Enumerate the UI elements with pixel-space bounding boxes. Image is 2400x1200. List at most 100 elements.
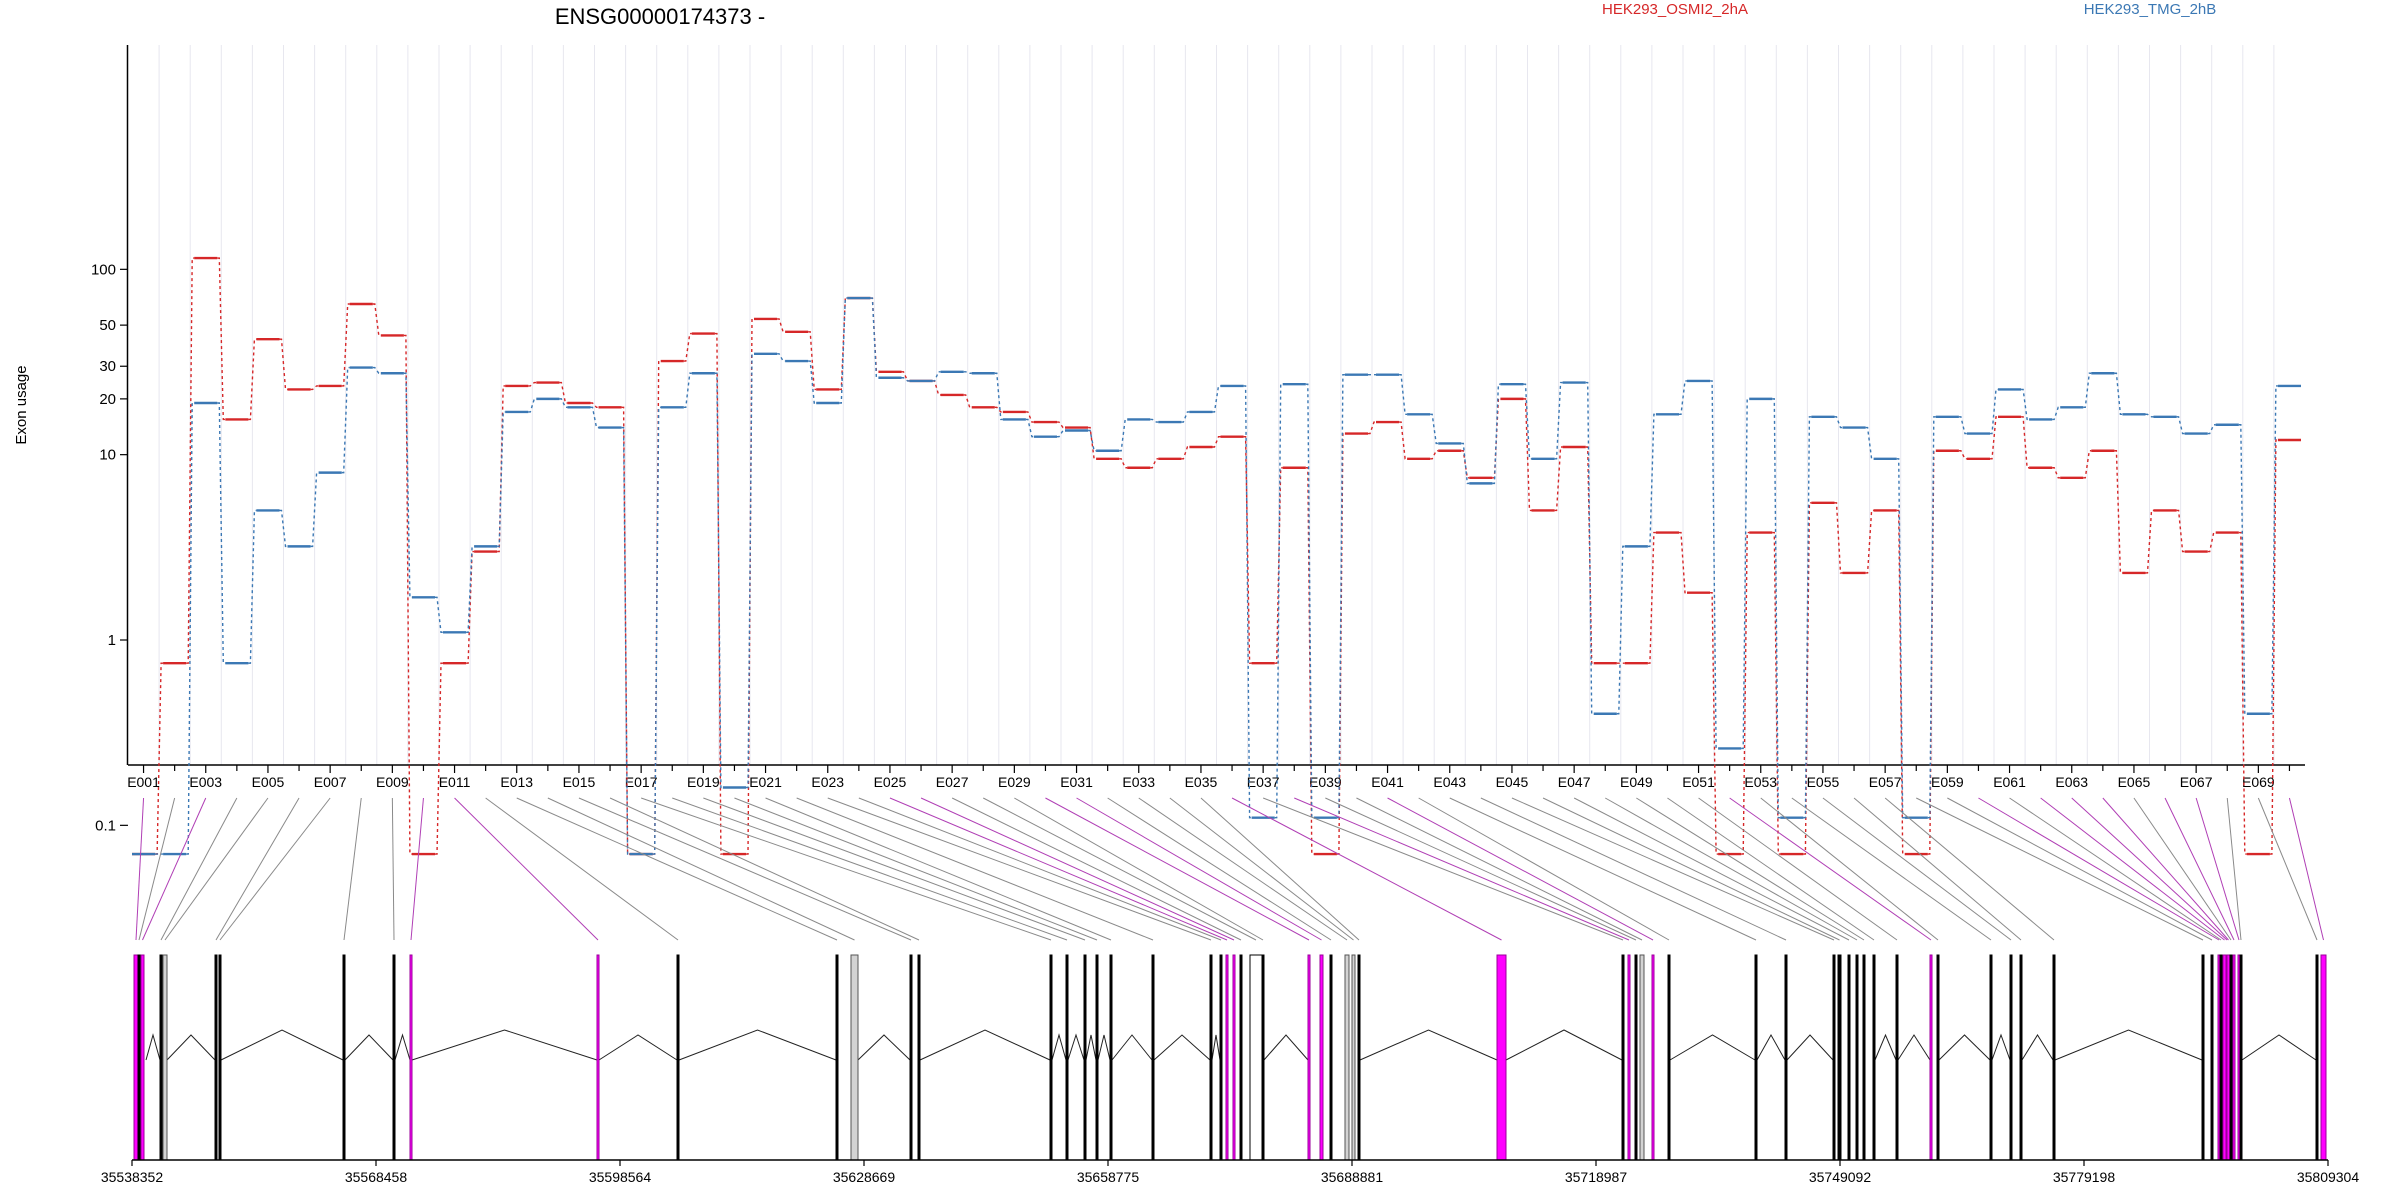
exon-connector [343, 797, 362, 941]
series-connector [2114, 450, 2123, 574]
x-tick-label: E035 [1185, 774, 1218, 790]
exon-connector [1449, 797, 1757, 941]
series-connector [1741, 531, 1750, 855]
exon-connector [2164, 797, 2235, 941]
series-connector [1150, 418, 1159, 423]
exon-connector [2009, 797, 2222, 941]
exon-connector [1138, 797, 1348, 941]
x-tick-label: E069 [2242, 774, 2275, 790]
x-tick-label: E053 [1744, 774, 1777, 790]
series-connector [1181, 411, 1190, 423]
exon-connectors [135, 797, 2324, 941]
exon-connector [920, 797, 1235, 941]
y-tick-label: 10 [99, 447, 116, 464]
series-connector [714, 372, 723, 789]
series-connector [1274, 467, 1283, 664]
exon-connector [219, 797, 331, 941]
exon-connector [2257, 797, 2318, 941]
series-connector [1399, 374, 1408, 416]
series-connector [2269, 439, 2278, 855]
series-connector [621, 406, 630, 855]
series-connector [559, 381, 568, 404]
series-connector [1461, 442, 1470, 485]
exon-bar [218, 954, 222, 1161]
exon-bar [1872, 954, 1876, 1161]
series-connector [1025, 411, 1034, 423]
x-tick-label: E007 [314, 774, 347, 790]
series-connector [1430, 413, 1439, 445]
genomic-tick-label: 35658775 [1077, 1169, 1140, 1185]
exon-bar [909, 954, 913, 1161]
series-connector [1554, 446, 1563, 512]
x-tick-label: E011 [439, 774, 471, 790]
series-connector [1865, 509, 1874, 574]
exon-connector [1573, 797, 1850, 941]
series-connector [590, 406, 599, 429]
x-tick-label: E055 [1807, 774, 1840, 790]
series-connector [870, 297, 879, 379]
series-connector [777, 318, 786, 333]
series-connector [372, 366, 381, 374]
exon-bar [1621, 954, 1625, 1161]
series-connector [994, 406, 1003, 413]
exon-connector [391, 797, 395, 941]
series-connector [1274, 383, 1283, 819]
exon-connector [1791, 797, 1992, 941]
x-tick-label: E005 [252, 774, 285, 790]
x-tick-label: E041 [1371, 774, 1404, 790]
intron-arc [2021, 1034, 2054, 1061]
exon-bar [214, 954, 218, 1161]
series-connector [2207, 531, 2216, 553]
exon-bar [133, 954, 139, 1161]
exon-connector [2288, 797, 2324, 941]
y-axis-label: Exon usage [13, 365, 30, 444]
exon-bar [1832, 954, 1836, 1161]
exon-bar [1784, 954, 1788, 1161]
series-connector [466, 545, 475, 634]
exon-connector [951, 797, 1242, 941]
exon-bar [342, 954, 346, 1161]
x-tick-label: E023 [811, 774, 844, 790]
legend-entry-series-2: HEK293_TMG_2hB [2084, 1, 2217, 18]
series-connector [1025, 418, 1034, 438]
series-connector [683, 332, 692, 362]
x-tick-label: E003 [189, 774, 222, 790]
series-connector [1492, 383, 1501, 485]
exon-connector [547, 797, 855, 941]
series-connector [279, 338, 288, 391]
series-connector [839, 297, 848, 391]
exon-connector [485, 797, 679, 941]
exon-connector [1262, 797, 1624, 941]
series-connector [1958, 450, 1967, 460]
series-connector [808, 360, 817, 404]
series-connector [1212, 385, 1221, 413]
series-connector [1896, 509, 1905, 855]
series-connector [2021, 416, 2030, 469]
x-tick-label: E047 [1558, 774, 1591, 790]
x-tick-label: E039 [1309, 774, 1342, 790]
intron-arc [1938, 1034, 1991, 1061]
exon-connector [703, 797, 1086, 941]
intron-arc [2241, 1034, 2317, 1061]
exon-bar [1496, 954, 1507, 1161]
exon-connector [2226, 797, 2242, 941]
series-connector [1927, 416, 1936, 819]
x-tick-label: E021 [749, 774, 782, 790]
exon-bar [2052, 954, 2056, 1161]
intron-arc [1263, 1034, 1309, 1061]
exon-connector [1884, 797, 2055, 941]
x-tick-label: E027 [936, 774, 969, 790]
exon-connector [1107, 797, 1332, 941]
exon-connector [796, 797, 1154, 941]
series-connector [279, 509, 288, 548]
intron-arc [1067, 1033, 1085, 1061]
x-tick-label: E019 [687, 774, 720, 790]
x-tick-label: E031 [1060, 774, 1093, 790]
x-tick-label: E065 [2118, 774, 2151, 790]
x-tick-label: E067 [2180, 774, 2213, 790]
exon-connector [1014, 797, 1264, 941]
series-connector [1430, 450, 1439, 460]
gene-model [133, 954, 2327, 1161]
series-connector [310, 471, 319, 548]
